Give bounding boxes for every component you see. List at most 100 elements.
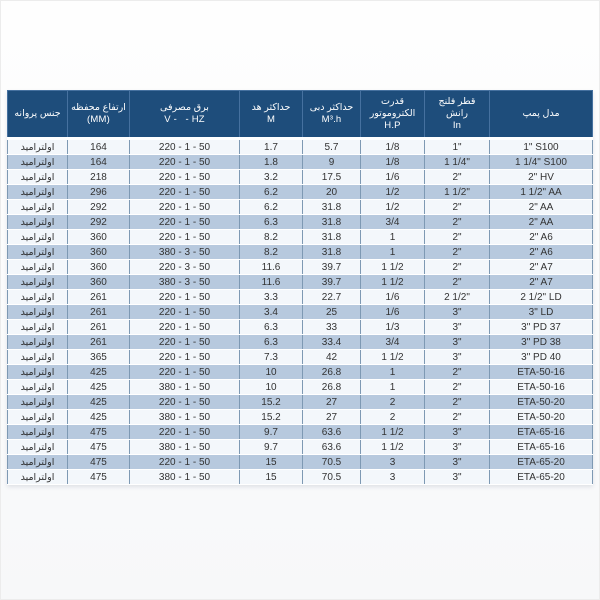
cell-max-head: 10 [239,364,303,380]
cell-max-head: 7.3 [239,349,303,365]
cell-motor-power: 1/6 [360,289,425,305]
cell-impeller: اولترامید [7,274,68,290]
cell-flange: 3" [424,469,490,485]
cell-chamber-height: 292 [67,214,130,230]
cell-max-head: 9.7 [239,439,303,455]
cell-model: 3" PD 40 [489,349,593,365]
col-header-flange: قطر فلنج رانش In [424,90,490,140]
cell-electricity: 220 - 1 - 50 [129,394,240,410]
cell-motor-power: 1/8 [360,138,425,155]
cell-flange: 2" [424,199,490,215]
table-row: 3" LD 3" 1/6 25 3.4 220 - 1 - 50 261 اولترامید [7,304,593,320]
cell-model: 2" AA [489,214,593,230]
cell-max-flow: 31.8 [302,214,361,230]
cell-chamber-height: 475 [67,454,130,470]
cell-max-head: 6.3 [239,214,303,230]
col-header-max-head: حداکثر هد M [239,90,303,140]
cell-flange: 3" [424,439,490,455]
cell-flange: 2" [424,364,490,380]
cell-impeller: اولترامید [7,319,68,335]
cell-model: 1 1/2" AA [489,184,593,200]
cell-max-head: 11.6 [239,274,303,290]
cell-flange: 1 1/2" [424,184,490,200]
cell-max-flow: 70.5 [302,469,361,485]
cell-motor-power: 2 [360,409,425,425]
cell-model: ETA-65-16 [489,439,593,455]
cell-electricity: 220 - 1 - 50 [129,424,240,440]
cell-impeller: اولترامید [7,409,68,425]
cell-motor-power: 1 [360,229,425,245]
cell-chamber-height: 475 [67,439,130,455]
cell-max-flow: 42 [302,349,361,365]
header-label: حداکثر دبی [309,102,354,114]
cell-max-flow: 27 [302,394,361,410]
cell-impeller: اولترامید [7,214,68,230]
cell-max-flow: 17.5 [302,169,361,185]
cell-impeller: اولترامید [7,379,68,395]
cell-flange: 3" [424,334,490,350]
cell-impeller: اولترامید [7,454,68,470]
cell-max-head: 3.2 [239,169,303,185]
cell-electricity: 380 - 1 - 50 [129,409,240,425]
pump-table: مدل پمپ قطر فلنج رانش In قدرت الکتروموتو… [7,90,593,485]
cell-impeller: اولترامید [7,424,68,440]
table-row: 3" PD 38 3" 3/4 33.4 6.3 220 - 1 - 50 261 اولتر… [7,334,593,350]
header-label: قدرت الکتروموتور [369,96,416,120]
cell-electricity: 220 - 1 - 50 [129,154,240,170]
cell-electricity: 220 - 1 - 50 [129,184,240,200]
table-row: ETA-65-20 3" 3 70.5 15 220 - 1 - 50 475 اولترام… [7,454,593,470]
cell-impeller: اولترامید [7,229,68,245]
cell-model: 2" A6 [489,244,593,260]
cell-flange: 2" [424,169,490,185]
cell-chamber-height: 360 [67,259,130,275]
cell-motor-power: 1/2 [360,199,425,215]
cell-chamber-height: 425 [67,409,130,425]
cell-flange: 2" [424,229,490,245]
cell-impeller: اولترامید [7,334,68,350]
table-header: مدل پمپ قطر فلنج رانش In قدرت الکتروموتو… [7,90,593,140]
cell-model: 2" A7 [489,274,593,290]
cell-electricity: 220 - 1 - 50 [129,289,240,305]
table-row: 3" PD 40 3" 1 1/2 42 7.3 220 - 1 - 50 365 اولتر… [7,349,593,365]
header-row: مدل پمپ قطر فلنج رانش In قدرت الکتروموتو… [7,90,593,140]
cell-chamber-height: 425 [67,379,130,395]
cell-chamber-height: 425 [67,394,130,410]
cell-chamber-height: 261 [67,334,130,350]
cell-model: ETA-50-20 [489,394,593,410]
cell-chamber-height: 360 [67,274,130,290]
cell-chamber-height: 475 [67,469,130,485]
cell-chamber-height: 360 [67,229,130,245]
table-row: ETA-50-20 2" 2 27 15.2 220 - 1 - 50 425 اولترام… [7,394,593,410]
col-header-model: مدل پمپ [489,90,593,140]
cell-model: 3" LD [489,304,593,320]
cell-electricity: 380 - 1 - 50 [129,469,240,485]
table-row: ETA-50-20 2" 2 27 15.2 380 - 1 - 50 425 اولترام… [7,409,593,425]
cell-flange: 2" [424,259,490,275]
cell-flange: 2" [424,379,490,395]
cell-max-flow: 26.8 [302,364,361,380]
cell-electricity: 220 - 1 - 50 [129,138,240,155]
cell-chamber-height: 218 [67,169,130,185]
cell-electricity: 220 - 1 - 50 [129,364,240,380]
cell-max-flow: 9 [302,154,361,170]
cell-max-head: 8.2 [239,244,303,260]
cell-motor-power: 3/4 [360,214,425,230]
cell-model: 2" AA [489,199,593,215]
table-row: 2" AA 2" 3/4 31.8 6.3 220 - 1 - 50 292 اولترامی… [7,214,593,230]
cell-motor-power: 1 1/2 [360,439,425,455]
cell-flange: 2" [424,409,490,425]
table-row: ETA-50-16 2" 1 26.8 10 220 - 1 - 50 425 اولترام… [7,364,593,380]
cell-flange: 2" [424,274,490,290]
col-header-chamber-height: ارتفاع محفظه (MM) [67,90,130,140]
cell-motor-power: 1 1/2 [360,349,425,365]
cell-impeller: اولترامید [7,304,68,320]
cell-motor-power: 2 [360,394,425,410]
table-row: ETA-65-16 3" 1 1/2 63.6 9.7 220 - 1 - 50 475 او… [7,424,593,440]
cell-impeller: اولترامید [7,199,68,215]
cell-impeller: اولترامید [7,394,68,410]
cell-flange: 3" [424,304,490,320]
cell-max-head: 15.2 [239,394,303,410]
cell-chamber-height: 261 [67,319,130,335]
cell-impeller: اولترامید [7,154,68,170]
cell-model: 2" HV [489,169,593,185]
